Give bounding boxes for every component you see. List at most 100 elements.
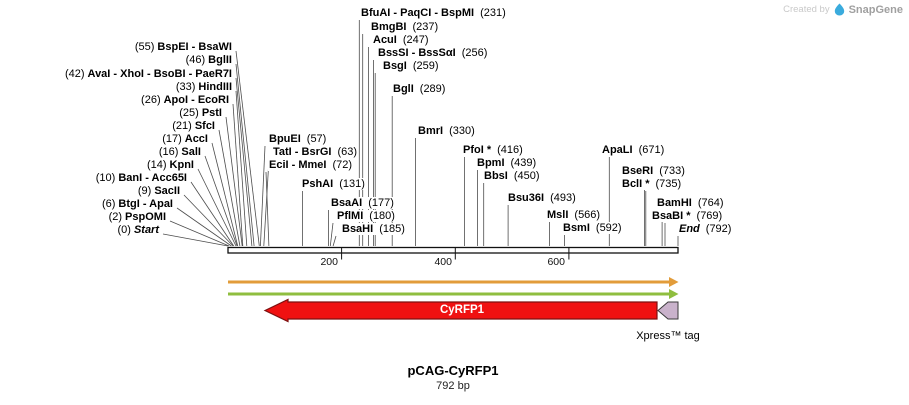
leader-line bbox=[232, 103, 244, 247]
restriction-site-label[interactable]: BpuEI (57) bbox=[268, 133, 328, 145]
xpress-tag-feature-arrow[interactable] bbox=[657, 301, 679, 320]
site-position: (769) bbox=[696, 210, 723, 222]
site-position: (592) bbox=[595, 222, 622, 234]
site-position: (180) bbox=[369, 210, 395, 222]
site-position: (25) bbox=[179, 107, 199, 119]
restriction-site-label[interactable]: (14) KpnI bbox=[145, 159, 195, 171]
restriction-site-label[interactable]: (46) BglII bbox=[184, 54, 233, 66]
sequence-backbone[interactable] bbox=[227, 246, 679, 254]
site-position: (55) bbox=[134, 41, 155, 53]
site-position: (46) bbox=[185, 54, 206, 66]
site-name: PspOMI bbox=[125, 211, 166, 223]
leader-line bbox=[235, 63, 255, 247]
restriction-site-label[interactable]: BsmI (592) bbox=[562, 222, 623, 234]
leader-line bbox=[235, 77, 253, 247]
site-position: (256) bbox=[461, 47, 488, 59]
site-position: (416) bbox=[497, 144, 523, 156]
site-position: (566) bbox=[574, 209, 601, 221]
restriction-site-label[interactable]: (21) SfcI bbox=[171, 120, 216, 132]
restriction-site-label[interactable]: (17) AccI bbox=[161, 133, 209, 145]
restriction-site-label[interactable]: ApaLI (671) bbox=[601, 144, 666, 156]
restriction-site-label[interactable]: (16) SalI bbox=[157, 146, 202, 158]
site-name: BpuEI bbox=[269, 133, 301, 145]
restriction-site-label[interactable]: (2) PspOMI bbox=[107, 211, 167, 223]
site-name: BglII bbox=[208, 54, 232, 66]
site-name: BtgI - ApaI bbox=[118, 198, 173, 210]
restriction-site-label[interactable]: (55) BspEI - BsaWI bbox=[133, 41, 233, 53]
site-position: (57) bbox=[306, 133, 327, 145]
site-name: BclI * bbox=[622, 178, 650, 190]
start-label[interactable]: (0) Start bbox=[116, 224, 160, 236]
site-position: (10) bbox=[95, 172, 116, 184]
restriction-site-label[interactable]: BsaBI * (769) bbox=[651, 210, 724, 222]
restriction-site-label[interactable]: AcuI (247) bbox=[372, 34, 430, 46]
restriction-site-label[interactable]: TatI - BsrGI (63) bbox=[272, 146, 359, 158]
restriction-site-label[interactable]: (10) BanI - Acc65I bbox=[94, 172, 188, 184]
restriction-site-label[interactable]: BseRI (733) bbox=[621, 165, 686, 177]
restriction-site-label[interactable]: (9) SacII bbox=[136, 185, 181, 197]
site-position: (289) bbox=[419, 83, 446, 95]
site-position: (6) bbox=[101, 198, 116, 210]
site-name: PflMI bbox=[337, 210, 364, 222]
restriction-site-label[interactable]: PflMI (180) bbox=[336, 210, 396, 222]
restriction-site-label[interactable]: (26) ApoI - EcoRI bbox=[140, 94, 230, 106]
leader-line bbox=[176, 207, 232, 247]
leader-line bbox=[263, 158, 270, 247]
site-name: BpmI bbox=[477, 157, 505, 169]
cyrfp1-feature-arrow[interactable] bbox=[263, 298, 658, 323]
site-position: (14) bbox=[146, 159, 167, 171]
site-name: AccI bbox=[184, 133, 208, 145]
restriction-site-label[interactable]: BamHI (764) bbox=[656, 197, 725, 209]
restriction-site-label[interactable]: EciI - MmeI (72) bbox=[268, 159, 354, 171]
site-name: SalI bbox=[181, 146, 201, 158]
restriction-site-label[interactable]: BpmI (439) bbox=[476, 157, 538, 169]
site-position: (259) bbox=[412, 60, 439, 72]
leader-line bbox=[332, 235, 337, 247]
restriction-site-label[interactable]: BglI (289) bbox=[392, 83, 447, 95]
leader-line bbox=[162, 233, 229, 247]
site-name: Start bbox=[133, 224, 159, 236]
site-name: BsmI bbox=[563, 222, 590, 234]
site-position: (330) bbox=[449, 125, 475, 137]
site-name: BseRI bbox=[622, 165, 654, 177]
axis-tick-label-400: 400 bbox=[434, 256, 452, 268]
restriction-site-label[interactable]: BmrI (330) bbox=[417, 125, 476, 137]
end-label[interactable]: End (792) bbox=[678, 223, 733, 235]
restriction-site-label[interactable]: (6) BtgI - ApaI bbox=[100, 198, 174, 210]
site-position: (2) bbox=[108, 211, 123, 223]
plasmid-name: pCAG-CyRFP1 bbox=[407, 363, 499, 378]
site-name: BsaAI bbox=[331, 197, 363, 209]
restriction-site-label[interactable]: BbsI (450) bbox=[483, 170, 541, 182]
site-position: (42) bbox=[64, 68, 85, 80]
restriction-site-label[interactable]: (25) PstI bbox=[178, 107, 223, 119]
restriction-site-label[interactable]: BfuAI - PaqCI - BspMI (231) bbox=[360, 7, 507, 19]
leader-line bbox=[190, 181, 235, 247]
restriction-site-label[interactable]: BsaAI (177) bbox=[330, 197, 395, 209]
site-name: BssSI - BssSαI bbox=[378, 47, 456, 59]
restriction-site-label[interactable]: BsgI (259) bbox=[382, 60, 440, 72]
restriction-site-label[interactable]: BmgBI (237) bbox=[370, 21, 440, 33]
cyrfp1-feature-label: CyRFP1 bbox=[439, 304, 485, 316]
leader-line bbox=[260, 145, 266, 247]
site-position: (237) bbox=[412, 21, 439, 33]
site-name: BsaBI * bbox=[652, 210, 691, 222]
restriction-site-label[interactable]: PshAI (131) bbox=[301, 178, 366, 190]
restriction-site-label[interactable]: (33) HindIII bbox=[174, 81, 233, 93]
site-name: ApoI - EcoRI bbox=[163, 94, 229, 106]
restriction-site-label[interactable]: BsaHI (185) bbox=[341, 223, 406, 235]
restriction-site-label[interactable]: BssSI - BssSαI (256) bbox=[377, 47, 489, 59]
restriction-site-label[interactable]: PfoI * (416) bbox=[462, 144, 524, 156]
site-name: TatI - BsrGI bbox=[273, 146, 332, 158]
site-position: (131) bbox=[339, 178, 365, 190]
restriction-site-label[interactable]: BclI * (735) bbox=[621, 178, 683, 190]
site-name: PstI bbox=[201, 107, 222, 119]
site-name: PshAI bbox=[302, 178, 334, 190]
restriction-site-label[interactable]: (42) AvaI - XhoI - BsoBI - PaeR7I bbox=[63, 68, 233, 80]
restriction-site-label[interactable]: MslI (566) bbox=[546, 209, 602, 221]
site-name: AcuI bbox=[373, 34, 397, 46]
site-position: (33) bbox=[175, 81, 196, 93]
site-position: (735) bbox=[655, 178, 682, 190]
site-name: AvaI - XhoI - BsoBI - PaeR7I bbox=[87, 68, 232, 80]
site-name: BamHI bbox=[657, 197, 692, 209]
restriction-site-label[interactable]: Bsu36I (493) bbox=[507, 192, 577, 204]
